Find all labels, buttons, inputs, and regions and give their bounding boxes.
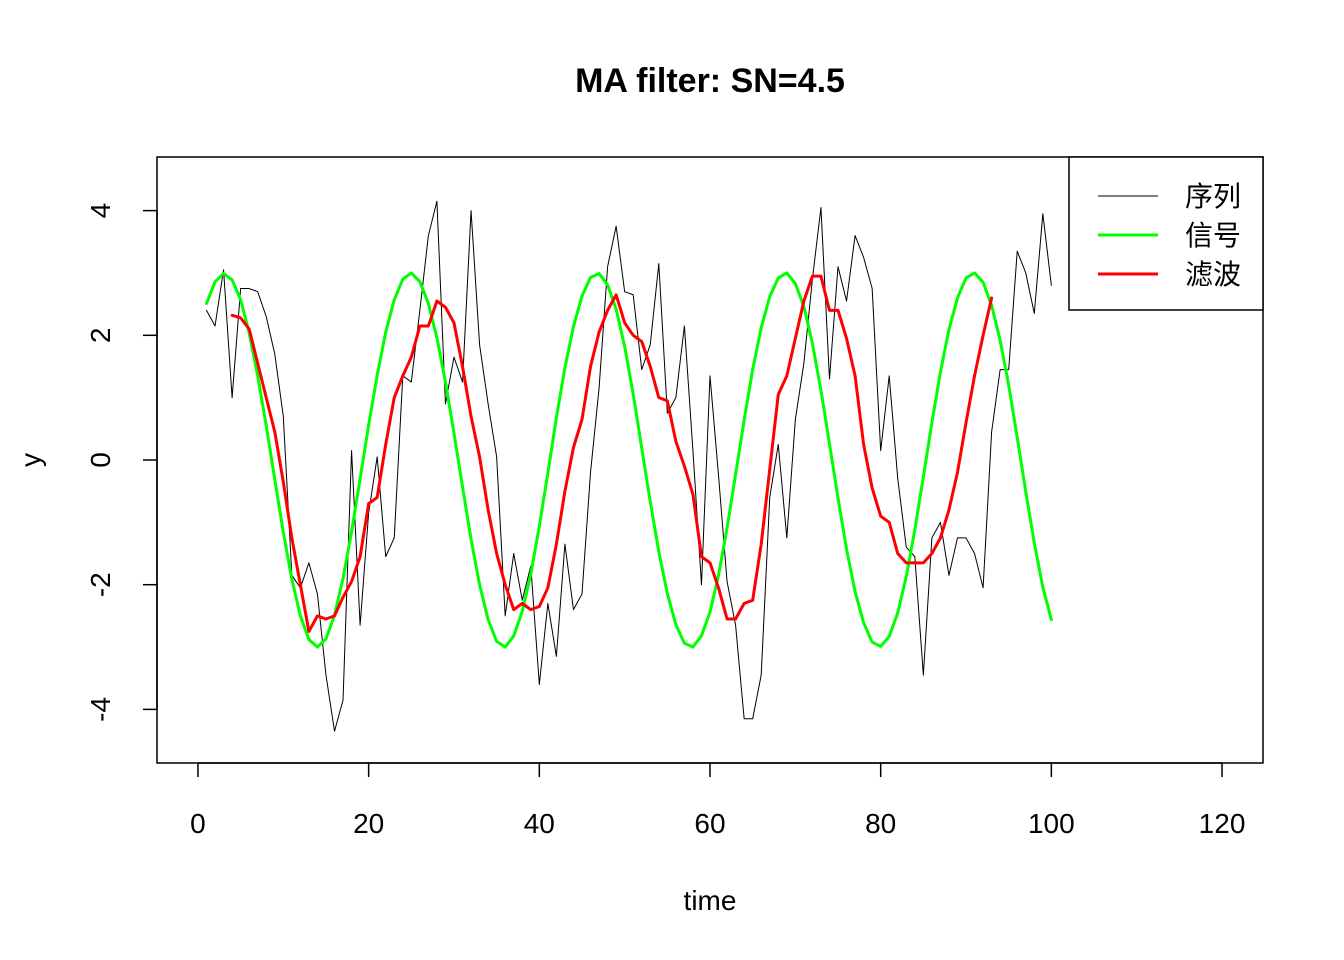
x-tick-label: 80 bbox=[865, 808, 896, 839]
series-line-filtered bbox=[230, 274, 994, 633]
legend-label: 序列 bbox=[1185, 180, 1241, 213]
x-tick-label: 40 bbox=[524, 808, 555, 839]
y-tick-label: 0 bbox=[85, 452, 116, 468]
x-axis-label: time bbox=[684, 885, 737, 916]
x-tick-label: 20 bbox=[353, 808, 384, 839]
y-tick-label: -2 bbox=[85, 572, 116, 597]
legend-label: 滤波 bbox=[1185, 258, 1241, 291]
y-axis-label: y bbox=[15, 453, 46, 467]
x-tick-label: 60 bbox=[694, 808, 725, 839]
series-line-signal bbox=[205, 271, 1053, 649]
x-axis: 0 20 40 60 80 100 120 bbox=[190, 762, 1246, 839]
y-tick-label: -4 bbox=[85, 697, 116, 722]
legend-label: 信号 bbox=[1185, 219, 1241, 252]
y-tick-label: 2 bbox=[85, 328, 116, 344]
y-axis: -4 -2 0 2 4 bbox=[85, 203, 158, 722]
chart-title: MA filter: SN=4.5 bbox=[575, 62, 845, 100]
x-tick-label: 100 bbox=[1028, 808, 1075, 839]
x-tick-label: 0 bbox=[190, 808, 206, 839]
y-tick-label: 4 bbox=[85, 203, 116, 219]
x-tick-label: 120 bbox=[1199, 808, 1246, 839]
series-layer bbox=[205, 200, 1053, 732]
